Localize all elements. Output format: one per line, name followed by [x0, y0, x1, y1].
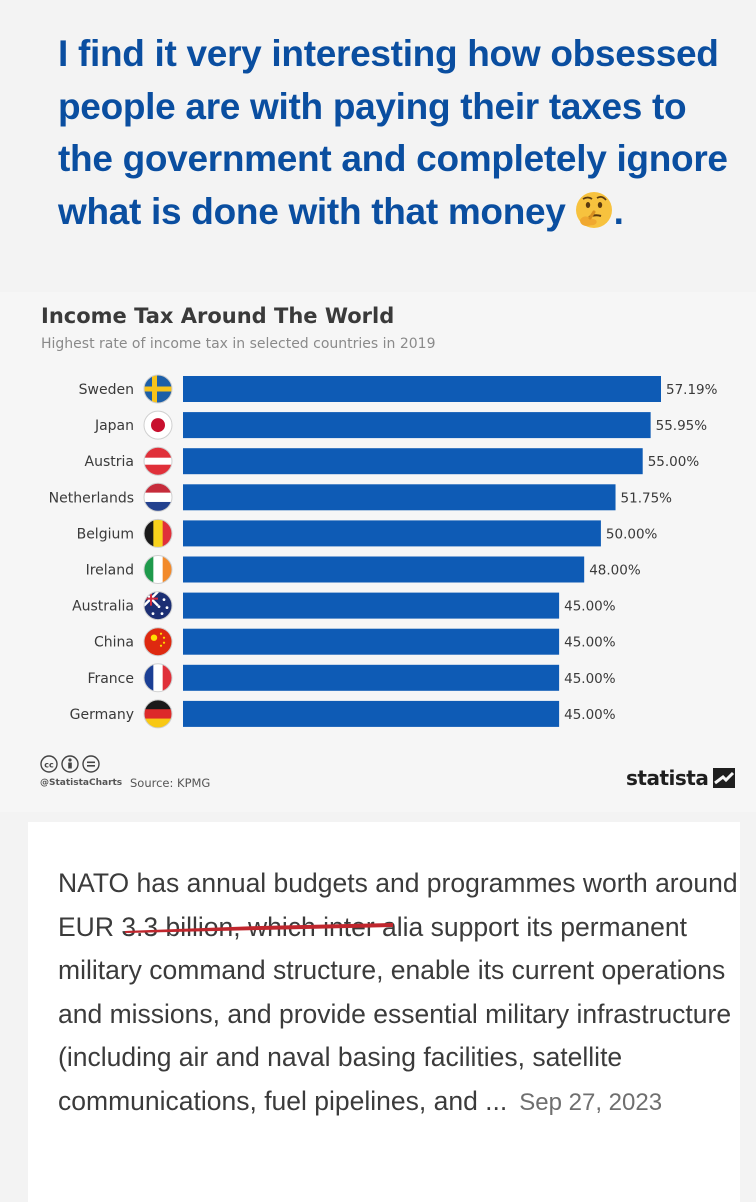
flag-germany-icon — [144, 699, 172, 728]
flag-outline — [143, 663, 173, 693]
flag-outline — [143, 699, 173, 729]
bar — [183, 412, 651, 439]
headline-text: I find it very interesting how obsessed … — [58, 33, 728, 232]
flag-outline — [143, 591, 173, 621]
flag-outline — [143, 555, 173, 584]
value-label: 50.00% — [606, 526, 658, 542]
value-label: 45.00% — [564, 599, 616, 615]
flag-outline — [143, 446, 173, 476]
search-snippet-card: NATO has annual budgets and programmes w… — [28, 822, 740, 1202]
flag-outline — [143, 518, 173, 548]
snippet-date: Sep 27, 2023 — [519, 1088, 663, 1116]
flag-ireland-icon — [144, 555, 172, 584]
value-label: 45.00% — [564, 635, 616, 651]
statista-handle: @StatistaCharts — [40, 778, 123, 788]
statista-wordmark: statista — [626, 766, 709, 790]
flag-outline — [143, 627, 173, 657]
value-label: 45.00% — [564, 671, 616, 687]
flag-australia-icon — [144, 591, 172, 620]
statista-logo-icon — [713, 768, 736, 788]
value-label: 55.00% — [648, 454, 700, 470]
flag-france-icon — [144, 663, 172, 692]
category-label: Ireland — [86, 563, 134, 579]
bar — [183, 520, 601, 547]
bar — [183, 628, 560, 655]
bar — [183, 700, 560, 727]
flag-austria-icon — [144, 447, 172, 476]
category-label: Sweden — [79, 382, 134, 398]
category-label: Germany — [70, 707, 134, 723]
bar — [183, 484, 616, 511]
flag-japan-icon — [144, 411, 172, 440]
thinking-face-icon — [575, 191, 612, 228]
source-label: Source: KPMG — [130, 776, 211, 790]
flag-outline — [143, 410, 173, 440]
flag-china-icon — [144, 627, 172, 656]
category-label: France — [87, 671, 134, 687]
chart-title: Income Tax Around The World — [41, 304, 395, 328]
category-label: China — [94, 635, 134, 651]
category-label: Japan — [94, 418, 134, 434]
creative-commons-icon: cc — [40, 755, 100, 773]
flag-sweden-icon — [144, 375, 172, 403]
value-label: 45.00% — [564, 707, 616, 723]
value-label: 55.95% — [656, 418, 708, 434]
value-label: 48.00% — [589, 563, 641, 579]
bar — [183, 664, 560, 691]
flag-belgium-icon — [144, 519, 172, 548]
snippet-body: NATO has annual budgets and programmes w… — [58, 868, 738, 1116]
flag-outline — [143, 482, 173, 512]
headline-period: . — [613, 190, 624, 232]
headline: I find it very interesting how obsessed … — [58, 28, 738, 238]
snippet-text: NATO has annual budgets and programmes w… — [58, 862, 738, 1125]
bar — [183, 376, 661, 402]
bar-chart: Sweden 57.19% Japan 55.95% Austria 55.00% Neth… — [49, 374, 718, 729]
category-label: Austria — [85, 454, 134, 470]
chart-subtitle: Highest rate of income tax in selected c… — [41, 336, 436, 352]
category-label: Netherlands — [49, 490, 134, 506]
bar — [183, 592, 560, 619]
statista-logo: statista — [626, 766, 736, 790]
bar — [183, 556, 585, 583]
bar — [183, 448, 643, 475]
chart-card: Income Tax Around The World Highest rate… — [0, 292, 756, 812]
value-label: 51.75% — [621, 490, 673, 506]
category-label: Belgium — [77, 526, 134, 542]
flag-netherlands-icon — [144, 483, 172, 512]
flag-outline — [143, 374, 173, 404]
svg-text:cc: cc — [44, 761, 54, 770]
category-label: Australia — [72, 599, 134, 615]
value-label: 57.19% — [666, 382, 718, 398]
red-underline-mark — [125, 923, 393, 933]
